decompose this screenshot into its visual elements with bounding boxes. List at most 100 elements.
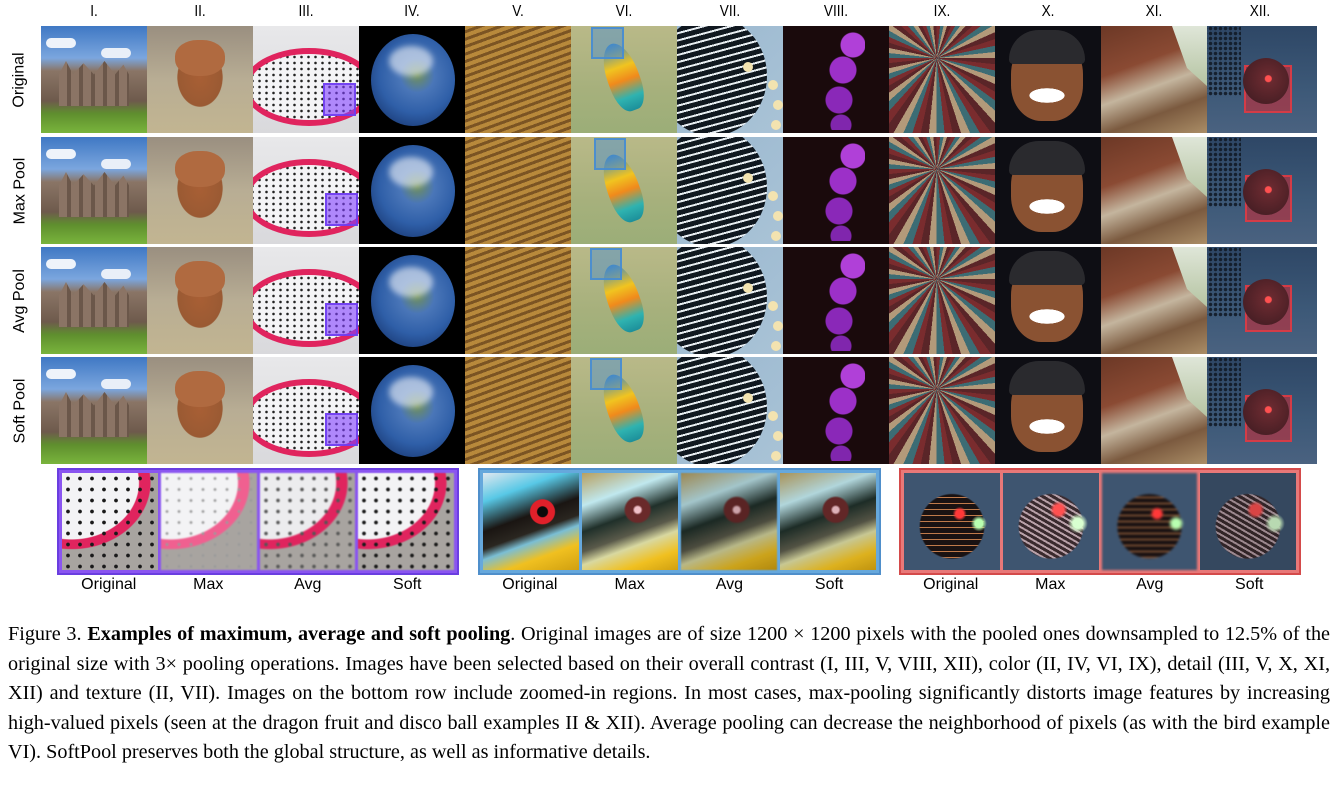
image-dragonfruit-original	[253, 26, 359, 133]
zoom-discoball-soft	[1200, 473, 1296, 570]
highlight-box-blue	[590, 248, 622, 280]
image-calf-max	[147, 137, 253, 244]
zoom-dragonfruit-soft	[358, 473, 454, 570]
zoom-label-soft: Soft	[814, 576, 844, 593]
image-bird-soft	[571, 357, 677, 464]
image-hall-avg	[465, 247, 571, 354]
zoom-label-soft: Soft	[393, 576, 422, 593]
image-hall-max	[465, 137, 571, 244]
zoom-label-soft: Soft	[1235, 576, 1264, 593]
highlight-box-purple	[323, 83, 356, 116]
zoom-label-max: Max	[193, 576, 224, 593]
image-bird-avg	[571, 247, 677, 354]
row-label-text: Original	[11, 51, 29, 108]
zoom-labels-bird: Original Max Avg Soft	[480, 576, 879, 596]
image-hall-original	[465, 26, 571, 133]
zoom-label-avg: Avg	[1136, 576, 1164, 593]
zoom-label-original: Original	[81, 576, 137, 593]
image-castle-avg	[41, 247, 147, 354]
highlight-box-blue	[591, 27, 624, 59]
figure-caption: Figure 3. Examples of maximum, average a…	[8, 620, 1330, 768]
row-label-max-pool: Max Pool	[2, 137, 38, 244]
image-canyon-soft	[1101, 357, 1207, 464]
row-label-original: Original	[2, 26, 38, 133]
image-castle-original	[41, 26, 147, 133]
column-header-8: VIII.	[823, 3, 849, 20]
zoom-panel-discoball	[899, 468, 1301, 575]
zoom-dragonfruit-original	[62, 473, 158, 570]
zoom-label-avg: Avg	[715, 576, 744, 593]
image-canyon-original	[1101, 26, 1207, 133]
image-dragonfruit-soft	[253, 357, 359, 464]
zoom-label-max: Max	[1035, 576, 1066, 593]
row-label-avg-pool: Avg Pool	[2, 247, 38, 354]
column-header-1: I.	[90, 3, 98, 20]
image-earth-soft	[359, 357, 465, 464]
row-label-text: Soft Pool	[11, 378, 28, 443]
zoom-label-original: Original	[502, 576, 558, 593]
zoom-bird-original	[483, 473, 579, 570]
column-header-7: VII.	[719, 3, 741, 20]
zoom-bird-avg	[681, 473, 777, 570]
image-carousel-soft	[677, 357, 783, 464]
image-temple-original	[889, 26, 995, 133]
zoom-discoball-max	[1002, 473, 1099, 570]
caption-label: Figure 3.	[8, 623, 88, 645]
column-header-2: II.	[194, 3, 206, 20]
caption-title: Examples of maximum, average and soft po…	[87, 623, 511, 645]
image-orchid-soft	[783, 357, 889, 464]
image-castle-max	[41, 137, 147, 244]
highlight-box-purple	[325, 193, 358, 226]
zoom-label-original: Original	[923, 576, 979, 593]
row-label-soft-pool: Soft Pool	[2, 357, 38, 464]
image-hall-soft	[465, 357, 571, 464]
zoom-discoball-original	[904, 473, 1000, 570]
image-temple-soft	[889, 357, 995, 464]
image-dragonfruit-max	[253, 137, 359, 244]
image-temple-max	[889, 137, 995, 244]
zoom-label-max: Max	[614, 576, 645, 593]
image-man-avg	[995, 247, 1101, 354]
highlight-box-blue	[590, 358, 622, 390]
column-header-10: X.	[1041, 3, 1055, 20]
column-header-9: IX.	[933, 3, 951, 20]
column-header-3: III.	[298, 3, 314, 20]
highlight-box-blue	[594, 138, 626, 170]
image-carousel-original	[677, 26, 783, 133]
image-carousel-max	[677, 137, 783, 244]
column-header-6: VI.	[615, 3, 633, 20]
row-label-text: Avg Pool	[11, 268, 28, 333]
image-earth-original	[359, 26, 465, 133]
image-discoball-max	[1207, 137, 1317, 244]
image-canyon-max	[1101, 137, 1207, 244]
highlight-box-purple	[325, 413, 358, 446]
highlight-box-red	[1245, 175, 1292, 222]
caption-body: . Original images are of size 1200 × 120…	[8, 623, 1331, 763]
image-castle-soft	[41, 357, 147, 464]
highlight-box-red	[1244, 65, 1292, 113]
image-calf-avg	[147, 247, 253, 354]
highlight-box-red	[1245, 395, 1292, 442]
zoom-labels-discoball: Original Max Avg Soft	[901, 576, 1299, 596]
zoom-bird-soft	[780, 473, 876, 570]
image-bird-max	[571, 137, 677, 244]
image-orchid-original	[783, 26, 889, 133]
column-header-12: XII.	[1249, 3, 1271, 20]
zoom-panel-dragonfruit	[57, 468, 459, 575]
zoom-dragonfruit-avg	[259, 473, 356, 570]
highlight-box-purple	[325, 303, 358, 336]
image-carousel-avg	[677, 247, 783, 354]
image-calf-soft	[147, 357, 253, 464]
image-man-soft	[995, 357, 1101, 464]
image-canyon-avg	[1101, 247, 1207, 354]
column-header-4: IV.	[404, 3, 420, 20]
image-earth-avg	[359, 247, 465, 354]
image-orchid-avg	[783, 247, 889, 354]
image-temple-avg	[889, 247, 995, 354]
image-orchid-max	[783, 137, 889, 244]
image-dragonfruit-avg	[253, 247, 359, 354]
row-label-text: Max Pool	[11, 157, 29, 224]
zoom-bird-max	[582, 473, 678, 570]
image-man-max	[995, 137, 1101, 244]
image-discoball-avg	[1207, 247, 1317, 354]
